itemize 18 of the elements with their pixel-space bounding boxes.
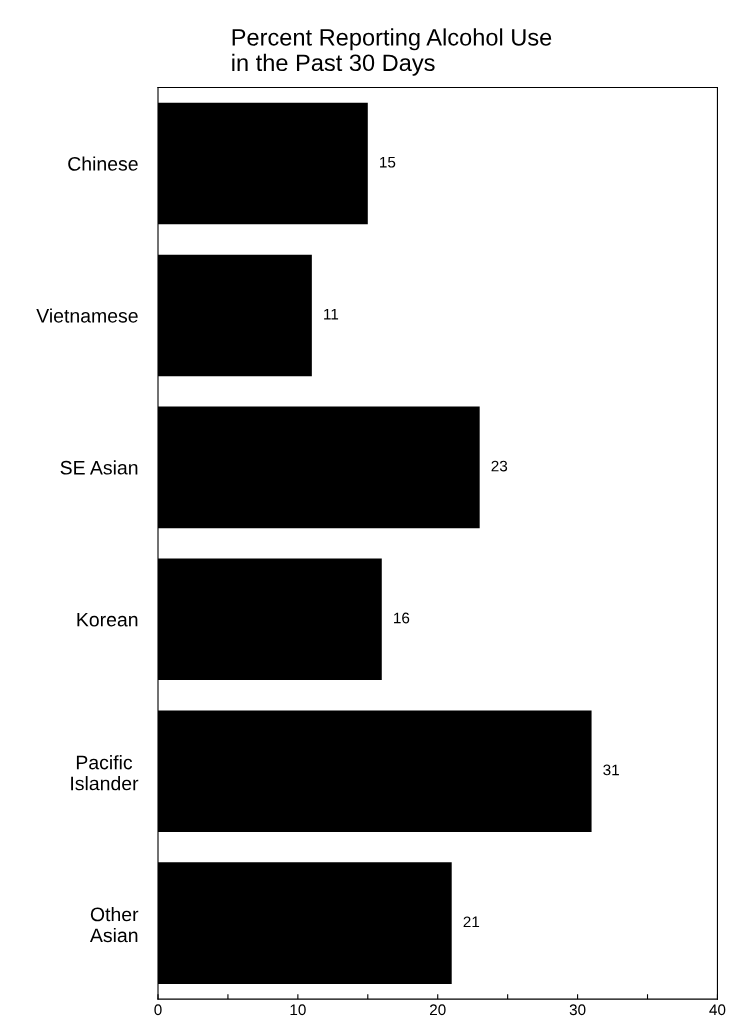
- data-label: 11: [324, 308, 339, 320]
- y-tick-label: SE Asian: [60, 460, 138, 475]
- x-tick-label: 10: [290, 1004, 306, 1016]
- y-tick-label: Chinese: [68, 156, 138, 171]
- y-tick-label: Vietnamese: [36, 308, 138, 323]
- y-tick-label: Korean: [77, 612, 138, 627]
- y-tick-label: Pacific Islander: [71, 755, 139, 791]
- x-tick-label: 30: [569, 1004, 586, 1016]
- data-label: 16: [394, 612, 410, 624]
- x-tick-label: 0: [154, 1004, 162, 1016]
- chart-title: Percent Reporting Alcohol Use in the Past 30 Days: [232, 28, 552, 76]
- data-label: 15: [380, 156, 396, 168]
- y-tick-label: Other Asian: [89, 907, 139, 943]
- x-tick-label: 20: [430, 1004, 446, 1016]
- data-label: 21: [463, 916, 480, 928]
- x-tick-label: 40: [709, 1004, 726, 1016]
- data-label: 31: [603, 764, 619, 776]
- data-label: 23: [491, 460, 508, 472]
